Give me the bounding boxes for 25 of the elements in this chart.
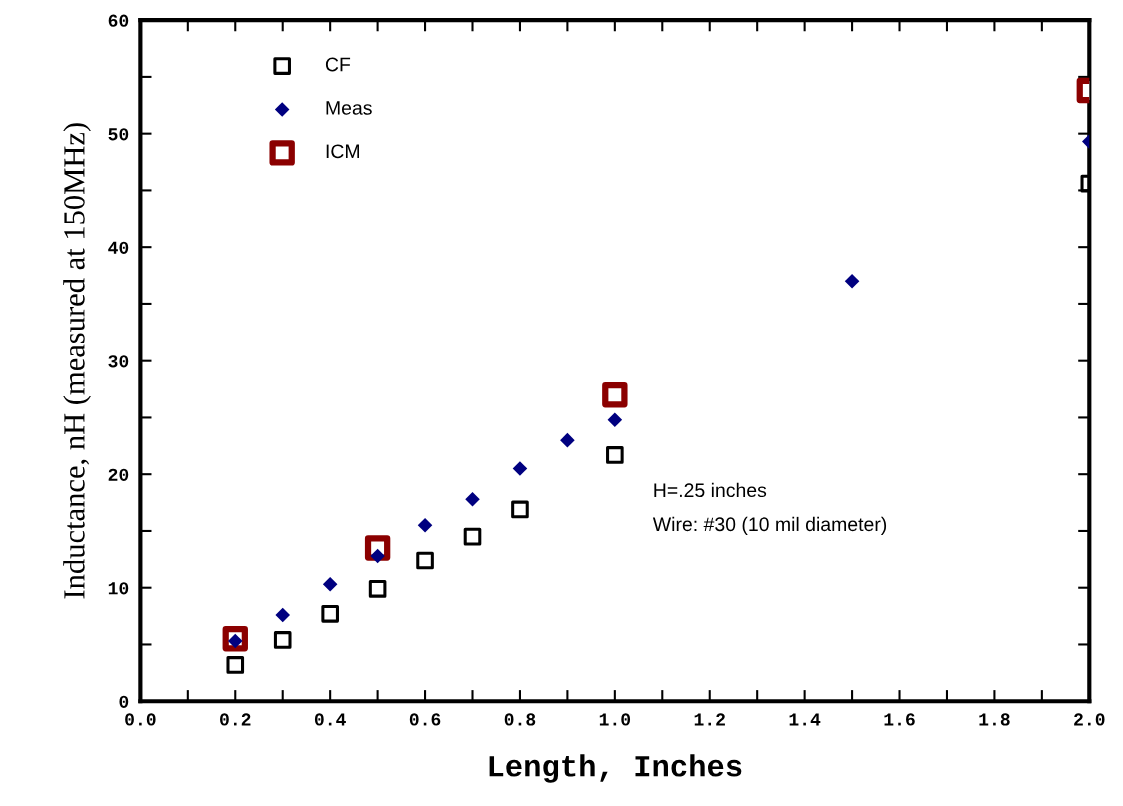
annotation: H=.25 inches <box>654 482 767 498</box>
x-tick-label: 1.8 <box>979 713 1010 726</box>
y-tick-label: 60 <box>108 14 129 27</box>
legend-label: ICM <box>326 144 359 159</box>
y-tick-label: 0 <box>119 695 129 708</box>
y-tick-label: 20 <box>108 468 129 481</box>
y-tick-label: 10 <box>108 582 129 595</box>
annotation: Wire: #30 (10 mil diameter) <box>652 516 887 535</box>
x-tick-label: 0.6 <box>409 713 441 726</box>
x-tick-label: 1.0 <box>599 713 631 726</box>
x-tick-label: 0.8 <box>504 713 536 726</box>
x-tick-label: 1.2 <box>694 713 725 726</box>
x-tick-label: 2.0 <box>1074 713 1105 726</box>
x-tick-label: 1.6 <box>884 713 915 726</box>
y-tick-label: 30 <box>108 355 129 368</box>
y-tick-label: 50 <box>108 128 129 141</box>
y-tick-label: 40 <box>108 241 129 254</box>
x-tick-label: 0.2 <box>220 713 251 726</box>
x-tick-label: 0.0 <box>125 713 156 726</box>
y-axis-title: Inductance, nH (measured at 150MHz) <box>63 123 91 599</box>
legend-label: CF <box>325 57 351 72</box>
x-axis-title: Length, Inches <box>489 754 742 783</box>
x-tick-label: 0.4 <box>314 713 346 726</box>
x-tick-label: 1.4 <box>789 713 821 726</box>
legend-label: Meas <box>326 101 372 115</box>
